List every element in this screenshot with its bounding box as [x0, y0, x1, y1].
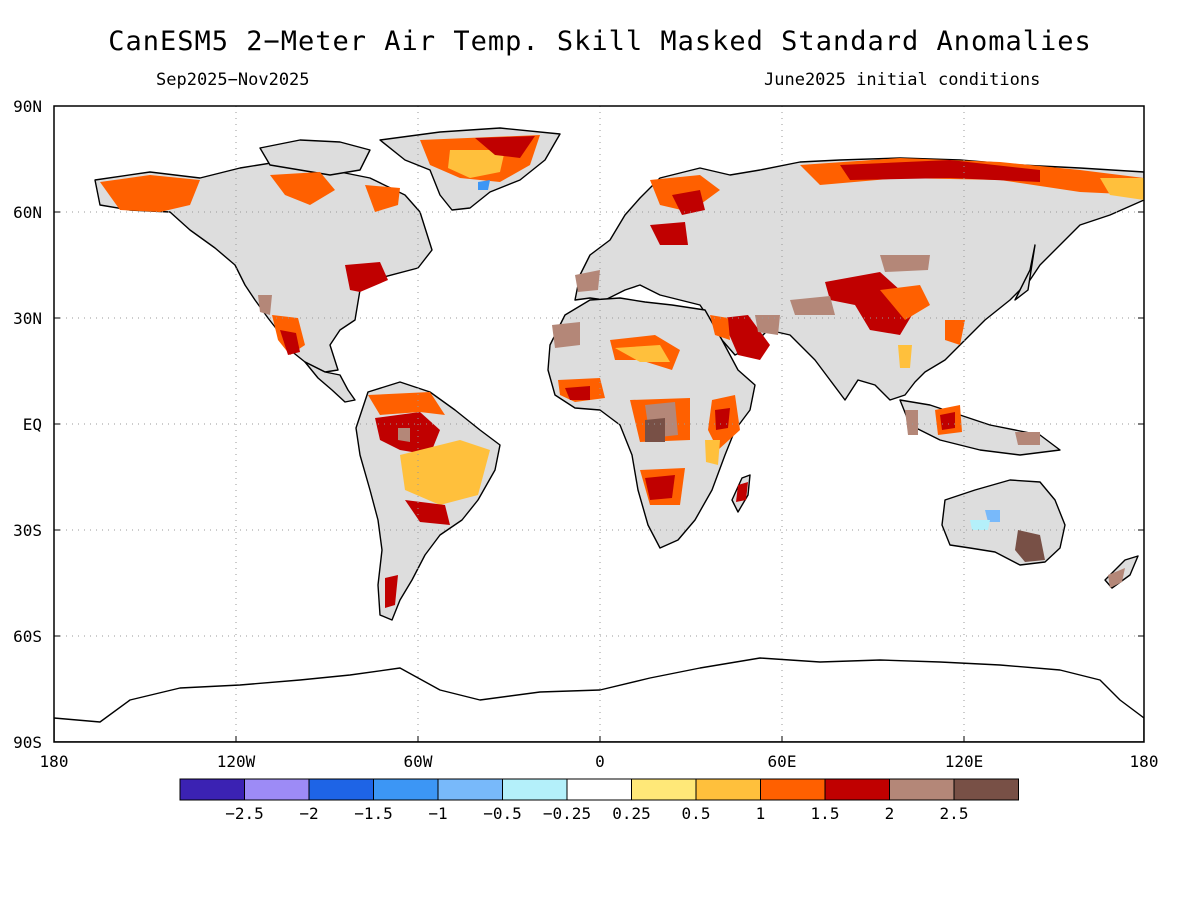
latitude-labels: 90N 60N 30N EQ 30S 60S 90S — [13, 97, 42, 752]
legend-swatch — [824, 778, 890, 801]
central-asia-brown-patch — [790, 296, 835, 315]
patagonia-hot-patch — [385, 575, 398, 608]
lon-label-180w: 180 — [40, 752, 69, 771]
iberia-brown-patch — [575, 270, 600, 292]
scandinavia-hot-patch — [672, 190, 705, 215]
amazon-warm-patch — [368, 392, 445, 415]
west-africa-hot-patch — [565, 386, 590, 400]
legend-tick-label: −0.25 — [543, 804, 591, 823]
land-layer — [54, 106, 1144, 742]
arabia-hot-patch — [722, 315, 770, 360]
legend-swatch — [308, 778, 374, 801]
borneo-hot-patch — [940, 412, 955, 430]
legend-swatch — [502, 778, 568, 801]
lon-label-120w: 120W — [217, 752, 256, 771]
color-legend: −2.5 −2 −1.5 −1 −0.5 −0.25 0.25 0.5 1 1.5 2 2.5 — [179, 778, 1019, 823]
legend-tick-label: −0.5 — [483, 804, 522, 823]
grid-lines — [54, 106, 1144, 742]
lat-label-60s: 60S — [13, 627, 42, 646]
east-africa-moderate-patch — [705, 440, 720, 465]
legend-swatch — [373, 778, 439, 801]
antarctica-coast — [54, 657, 1144, 742]
lon-label-60e: 60E — [768, 752, 797, 771]
japan-land — [1014, 244, 1036, 301]
eastern-us-hot-patch — [345, 262, 388, 292]
lon-label-120e: 120E — [945, 752, 984, 771]
lat-label-eq: EQ — [23, 415, 42, 434]
china-warm-patch — [945, 320, 965, 345]
south-brazil-hot-patch — [405, 500, 450, 525]
legend-swatch — [244, 778, 310, 801]
lat-label-90n: 90N — [13, 97, 42, 116]
legend-swatch — [695, 778, 761, 801]
madagascar-hot-patch — [736, 482, 748, 502]
lat-label-30n: 30N — [13, 309, 42, 328]
brazil-moderate-patch — [400, 440, 490, 505]
legend-swatch — [953, 778, 1019, 801]
india-moderate-patch — [898, 345, 912, 368]
legend-tick-label: −1 — [428, 804, 447, 823]
amazon-brown-patch — [398, 428, 410, 442]
legend-tick-label: 2.5 — [940, 804, 969, 823]
legend-tick-label: 0.25 — [612, 804, 651, 823]
new-zealand-brown-patch — [1108, 568, 1125, 588]
central-asia-hot-patch — [825, 272, 915, 335]
legend-tick-label: 1 — [756, 804, 766, 823]
southern-africa-hot-patch — [645, 475, 675, 500]
australia-cool-patch — [985, 510, 1000, 522]
new-guinea-brown-patch — [1015, 432, 1040, 445]
northwest-africa-brown-patch — [552, 322, 580, 348]
anomaly-patches — [100, 135, 1144, 608]
mongolia-brown-patch — [880, 255, 930, 272]
legend-swatch — [631, 778, 697, 801]
sumatra-brown-patch — [905, 410, 918, 435]
central-america-land — [304, 361, 356, 403]
longitude-labels: 180 120W 60W 0 60E 120E 180 — [40, 752, 1159, 771]
tibet-warm-patch — [880, 285, 930, 320]
lon-label-60w: 60W — [404, 752, 433, 771]
lon-label-180e: 180 — [1130, 752, 1159, 771]
legend-tick-label: 1.5 — [811, 804, 840, 823]
greenland-hot-patch — [475, 136, 535, 158]
congo-dark-brown-patch — [645, 418, 665, 442]
mexico-hot-patch — [280, 330, 300, 355]
legend-tick-label: 0.5 — [682, 804, 711, 823]
hudson-warm-patch — [365, 185, 400, 212]
australia-brown-patch — [1015, 530, 1045, 562]
east-africa-hot-patch — [715, 408, 730, 430]
initial-conditions-label: June2025 initial conditions — [764, 70, 1041, 90]
legend-swatch — [760, 778, 826, 801]
lat-label-60n: 60N — [13, 203, 42, 222]
baltic-hot-patch — [650, 222, 688, 245]
iran-brown-patch — [755, 315, 780, 335]
legend-swatch — [179, 778, 245, 801]
map-title: CanESM5 2−Meter Air Temp. Skill Masked S… — [108, 26, 1092, 57]
legend-tick-label: −2.5 — [225, 804, 264, 823]
legend-tick-label: −1.5 — [354, 804, 393, 823]
arctic-islands-land — [259, 139, 371, 176]
north-canada-warm-patch — [270, 172, 335, 205]
season-label: Sep2025−Nov2025 — [156, 70, 310, 90]
alaska-warm-patch — [100, 175, 200, 212]
arabia-warm-patch — [710, 315, 730, 340]
sahel-moderate-band — [615, 345, 670, 362]
greenland-cool-patch — [478, 180, 490, 190]
east-siberia-moderate-patch — [1100, 178, 1144, 200]
lat-label-90s: 90S — [13, 733, 42, 752]
legend-tick-label: −2 — [299, 804, 318, 823]
lat-label-30s: 30S — [13, 521, 42, 540]
legend-tick-label: 2 — [885, 804, 895, 823]
axis-ticks — [54, 105, 1144, 742]
australia-light-cool-patch — [970, 520, 990, 530]
greenland-moderate-patch — [448, 150, 505, 178]
west-us-brown-patch — [258, 295, 272, 315]
legend-swatch — [889, 778, 955, 801]
legend-swatch — [566, 778, 632, 801]
lon-label-0: 0 — [595, 752, 605, 771]
siberia-hot-band — [840, 160, 1040, 182]
legend-swatch — [437, 778, 503, 801]
